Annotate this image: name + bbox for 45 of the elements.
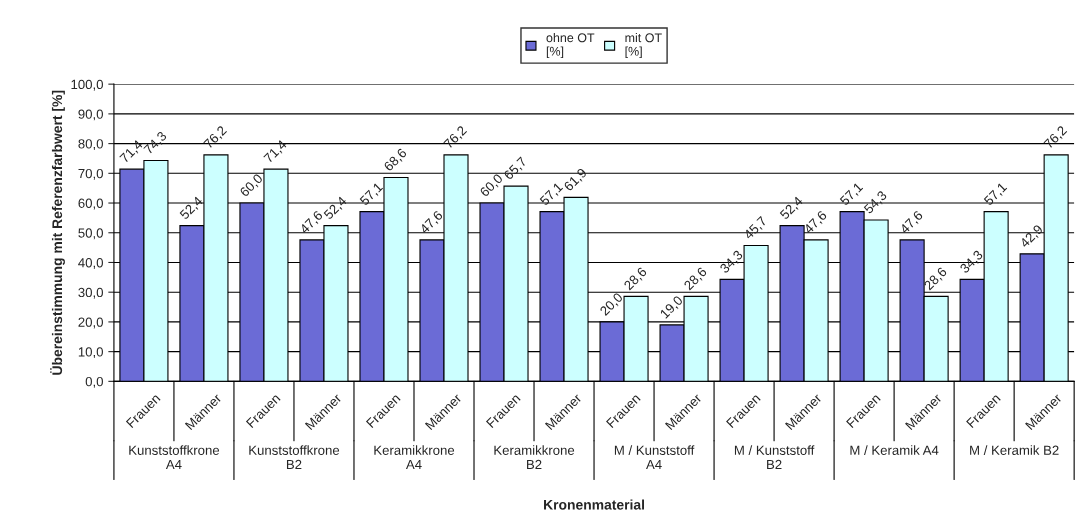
text: M / Kunststoff A4 — [614, 445, 695, 470]
data-label: 61,9 — [563, 167, 589, 193]
data-label: 47,6 — [899, 210, 925, 236]
text: Kunststoffkrone B2 — [249, 445, 340, 470]
text: M / Keramik A4 — [850, 445, 939, 455]
data-label: 47,6 — [299, 210, 325, 236]
data-label: 76,2 — [1043, 125, 1069, 151]
data-label: 42,9 — [1019, 224, 1045, 250]
y-tick-label: 70,0 — [78, 168, 103, 180]
y-tick-label: 90,0 — [78, 109, 103, 121]
y-tick-label: 50,0 — [78, 228, 103, 240]
data-label: 57,1 — [539, 182, 565, 207]
data-label: 47,6 — [419, 210, 445, 236]
y-axis-title: Übereinstimmung mit Referenzfarbwert [%] — [50, 90, 65, 375]
data-label: 76,2 — [443, 125, 469, 151]
data-label: 76,2 — [203, 125, 229, 151]
data-label: 57,1 — [359, 182, 385, 207]
data-label: 52,4 — [779, 195, 805, 221]
data-label: 57,1 — [983, 182, 1009, 207]
text: M / Keramik B2 — [970, 445, 1059, 455]
y-tick-label: 10,0 — [78, 347, 103, 359]
data-label: 71,4 — [263, 139, 289, 165]
data-label: 52,4 — [179, 195, 205, 221]
y-tick-label: 30,0 — [78, 287, 103, 299]
text: Keramikkrone B2 — [494, 445, 575, 470]
data-label: 47,6 — [803, 210, 829, 236]
y-tick-label: 60,0 — [78, 198, 103, 210]
text: Keramikkrone A4 — [374, 445, 455, 470]
y-tick-label: 80,0 — [78, 139, 103, 151]
y-tick-label: 20,0 — [78, 317, 103, 329]
data-label: 45,7 — [743, 215, 769, 242]
data-label: 60,0 — [479, 173, 505, 199]
data-label: 54,3 — [863, 190, 889, 216]
data-label: 60,0 — [239, 173, 265, 199]
x-axis-title: Kronenmaterial — [544, 499, 644, 510]
text: Kunststoffkrone A4 — [129, 445, 220, 470]
y-tick-label: 0,0 — [85, 376, 103, 388]
data-label: 57,1 — [839, 182, 865, 207]
data-label: 52,4 — [323, 195, 349, 221]
y-tick-label: 40,0 — [78, 258, 103, 269]
text: M / Kunststoff B2 — [734, 445, 815, 470]
legend-label: mit OT [%] — [625, 33, 662, 59]
legend-label: ohne OT [%] — [546, 33, 595, 59]
y-tick-label: 100,0 — [71, 79, 103, 91]
data-label: 74,3 — [143, 130, 169, 156]
